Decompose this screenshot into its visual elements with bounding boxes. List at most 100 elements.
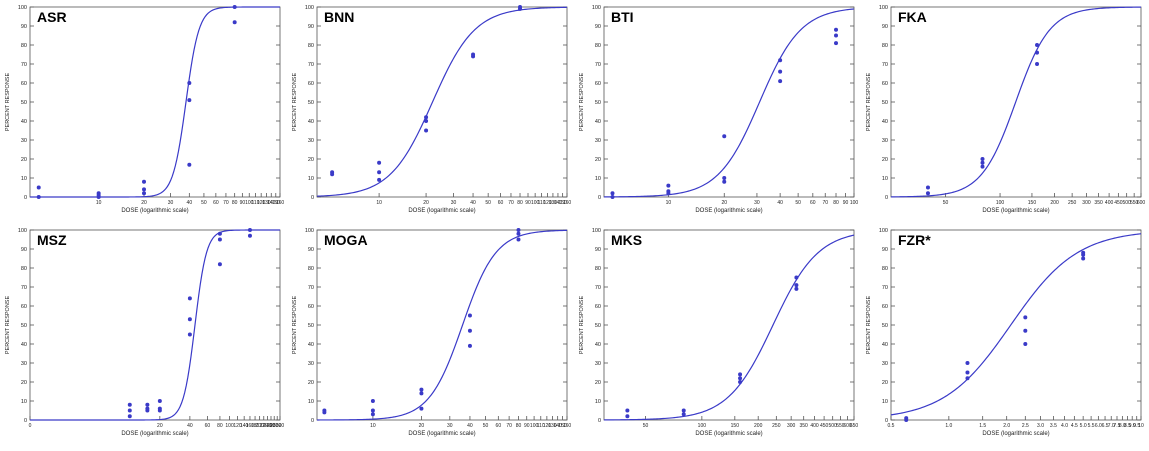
data-point — [187, 98, 192, 103]
data-point — [794, 275, 799, 280]
y-tick-label: 10 — [595, 399, 601, 405]
x-tick-label: 40 — [187, 200, 193, 206]
y-axis-label: PERCENT RESPONSE — [866, 73, 872, 132]
data-point — [666, 189, 671, 194]
data-point — [738, 372, 743, 377]
x-tick-label: 4.0 — [1061, 423, 1068, 429]
data-point — [722, 179, 727, 184]
data-point — [965, 361, 970, 365]
x-tick-label: 80 — [833, 200, 839, 206]
x-tick-label: 1.5 — [979, 423, 986, 429]
x-tick-label: 160 — [563, 423, 572, 429]
x-tick-label: 80 — [516, 423, 522, 429]
x-tick-label: 350 — [800, 423, 809, 429]
data-point — [467, 328, 472, 333]
x-tick-label: 120 — [257, 200, 266, 206]
plot-frame — [890, 229, 1142, 421]
x-tick-label: 30 — [754, 200, 760, 206]
x-tick-label: 140 — [267, 200, 276, 206]
x-tick-label: 5.5 — [1088, 423, 1095, 429]
y-tick-label: 30 — [21, 138, 27, 144]
x-tick-label: 8.0 — [1119, 423, 1126, 429]
x-tick-label: 300 — [1082, 200, 1091, 206]
data-point — [1023, 328, 1028, 333]
x-tick-label: 100 — [531, 200, 540, 206]
chart-panel-mks: 0 10 20 30 40 50 60 70 80 90 100 50 100 150 200 250 300 3… — [574, 223, 861, 446]
y-tick-label: 30 — [21, 361, 27, 367]
y-tick-label: 10 — [882, 176, 888, 182]
x-axis-label: DOSE (logarithmic scale) — [408, 208, 475, 214]
fitted-curve — [890, 233, 1142, 416]
x-tick-label: 140 — [553, 423, 562, 429]
data-point — [370, 408, 375, 413]
x-tick-label: 0.5 — [888, 423, 895, 429]
y-tick-label: 100 — [592, 5, 601, 11]
data-point — [738, 380, 743, 384]
data-point — [247, 228, 252, 232]
data-point — [127, 402, 132, 407]
y-tick-label: 70 — [21, 285, 27, 291]
data-point — [157, 406, 162, 411]
x-tick-label: 40 — [777, 200, 783, 206]
y-tick-label: 100 — [305, 5, 314, 11]
y-tick-label: 70 — [595, 62, 601, 68]
x-tick-label: 150 — [558, 200, 567, 206]
y-tick-label: 40 — [882, 119, 888, 125]
x-tick-label: 450 — [820, 423, 829, 429]
data-point — [217, 262, 222, 267]
x-tick-label: 20 — [423, 200, 429, 206]
data-point — [377, 170, 382, 175]
data-point — [36, 195, 41, 199]
y-tick-label: 60 — [595, 304, 601, 310]
x-tick-label: 180 — [251, 423, 260, 429]
x-tick-label: 6.5 — [1102, 423, 1109, 429]
y-tick-label: 40 — [308, 342, 314, 348]
data-point — [217, 231, 222, 236]
x-tick-label: 110 — [538, 200, 546, 206]
chart-panel-moga: 0 10 20 30 40 50 60 70 80 90 100 10 20 30 40 50 60 70 80 90… — [287, 223, 574, 446]
data-point — [187, 296, 192, 301]
data-point — [980, 160, 985, 165]
panel-title: MKS — [611, 232, 642, 248]
y-tick-label: 40 — [21, 342, 27, 348]
data-point — [794, 286, 799, 291]
panel-title: BTI — [611, 9, 634, 25]
x-tick-label: 30 — [168, 200, 174, 206]
y-tick-label: 70 — [21, 62, 27, 68]
x-tick-label: 250 — [1068, 200, 1077, 206]
x-tick-label: 300 — [787, 423, 796, 429]
y-tick-label: 100 — [879, 228, 888, 234]
x-tick-label: 260 — [267, 423, 276, 429]
data-point — [1035, 62, 1040, 66]
x-tick-label: 20 — [157, 423, 163, 429]
data-point — [610, 195, 615, 199]
data-point — [794, 283, 799, 288]
x-tick-label: 60 — [498, 200, 504, 206]
plot-frame — [603, 229, 855, 421]
x-tick-label: 600 — [843, 423, 852, 429]
data-point — [157, 399, 162, 403]
y-axis-label: PERCENT RESPONSE — [866, 296, 872, 355]
data-point — [1035, 50, 1040, 55]
x-tick-label: 100 — [996, 200, 1005, 206]
fitted-curve — [603, 8, 855, 198]
x-tick-label: 150 — [731, 423, 740, 429]
y-tick-label: 20 — [882, 380, 888, 386]
y-tick-label: 100 — [592, 228, 601, 234]
data-point — [322, 408, 327, 413]
x-tick-label: 90 — [525, 200, 531, 206]
x-tick-label: 2.0 — [1003, 423, 1010, 429]
data-point — [980, 164, 985, 169]
y-tick-label: 40 — [308, 119, 314, 125]
x-tick-label: 280 — [270, 423, 279, 429]
plot-frame — [316, 229, 568, 421]
y-axis-label: PERCENT RESPONSE — [579, 296, 585, 355]
data-point — [722, 176, 727, 180]
y-tick-label: 50 — [21, 323, 27, 329]
y-axis-label: PERCENT RESPONSE — [5, 296, 11, 355]
data-point — [377, 160, 382, 165]
y-tick-label: 60 — [882, 81, 888, 87]
x-tick-label: 400 — [1105, 200, 1114, 206]
x-tick-label: 70 — [822, 200, 828, 206]
